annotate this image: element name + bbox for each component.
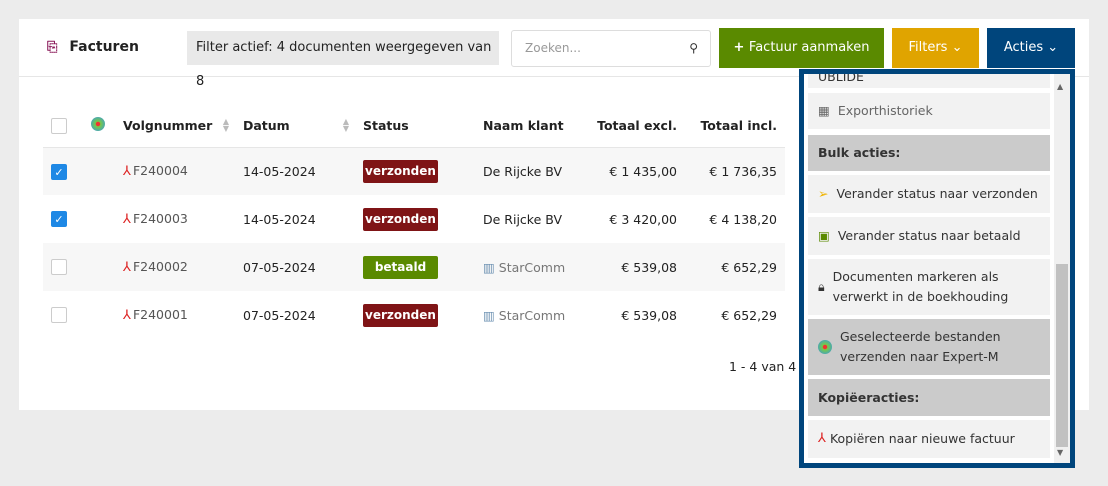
menu-item-mark-processed[interactable]: 🔒︎ Documenten markeren als verwerkt in de… [808,259,1050,315]
client-name: StarComm [498,307,566,323]
status-badge: betaald [363,255,438,279]
status-badge: verzonden [363,159,438,183]
sort-icon: ▲ ▼ [342,117,349,133]
total-excl: € 1 435,00 [581,147,685,195]
search-icon: ⚲ [689,41,698,55]
search-placeholder: Zoeken... [525,41,581,55]
col-incl[interactable]: Totaal incl. [685,105,785,148]
invoice-date: 14-05-2024 [243,211,316,227]
filters-label: Filters [908,40,948,55]
pdf-icon: ⅄ [123,260,131,275]
invoice-date: 14-05-2024 [235,147,355,195]
pdf-icon: ⅄ [123,308,131,323]
actions-dropdown: UBLIDE ▦ Exporthistoriek Bulk acties: ➢ Ve… [799,69,1075,468]
total-excl: € 539,08 [581,243,685,291]
pagination-info: 1 - 4 van 4 ri [729,359,809,374]
building-icon: ▥ [483,259,495,275]
chevron-down-icon: ⌄ [951,40,963,55]
table-row[interactable]: ✓ ⅄ F240003 14-05-2024 verzonden De Rijck… [43,195,785,243]
search-input[interactable]: Zoeken... ⚲ [511,30,711,67]
copy-actions-header: Kopiëeracties: [808,379,1050,416]
total-excl: € 3 420,00 [609,211,677,227]
actions-label: Acties [1003,40,1044,55]
client-name: De Rijcke BV [483,163,562,179]
money-icon: ▣ [818,228,830,243]
invoice-date: 07-05-2024 [235,243,355,291]
pdf-icon: ⅄ [818,431,826,446]
invoice-number[interactable]: F240002 [132,259,188,274]
pdf-icon: ⅄ [123,212,131,227]
status-badge: verzonden [363,303,438,327]
lock-icon: 🔒︎ [818,279,825,294]
menu-item-export-history[interactable]: ▦ Exporthistoriek [808,93,1050,129]
create-invoice-button[interactable]: + Factuur aanmaken [719,28,884,68]
create-label: Factuur aanmaken [748,40,870,55]
status-badge: verzonden [363,207,438,231]
table-row[interactable]: ⅄ F240002 07-05-2024 betaald ▥ StarComm €… [43,243,785,291]
menu-item-copy-invoice[interactable]: ⅄ Kopiëren naar nieuwe factuur [808,420,1050,458]
sort-icon: ▲ ▼ [222,117,229,133]
title-text: Facturen [69,39,139,55]
actions-button[interactable]: Acties ⌄ [987,28,1075,68]
page-title: ⎘ Facturen [47,39,139,55]
menu-item-set-paid[interactable]: ▣ Verander status naar betaald [808,217,1050,255]
filters-button[interactable]: Filters ⌄ [892,28,979,68]
invoice-number[interactable]: F240004 [132,163,188,179]
col-date[interactable]: Datum ▲ ▼ [235,105,355,148]
invoice-date: 07-05-2024 [243,307,316,323]
menu-item-send-expertm[interactable]: Geselecteerde bestanden verzenden naar E… [808,319,1050,375]
col-status[interactable]: Status [355,105,475,148]
filter-status: Filter actief: 4 documenten weergegeven … [187,31,499,89]
expert-m-icon [818,340,832,354]
total-excl: € 539,08 [621,307,677,323]
row-checkbox[interactable]: ✓ [51,211,67,228]
col-number[interactable]: Volgnummer ▲ ▼ [115,105,235,148]
invoices-table: Volgnummer ▲ ▼ Datum ▲ ▼ Status Naam klant T… [43,105,785,339]
pdf-icon: ⎘ [47,39,58,55]
table-row[interactable]: ✓ ⅄ F240004 14-05-2024 verzonden De Rijck… [43,147,785,195]
paper-plane-icon: ➢ [818,186,829,201]
building-icon: ▥ [483,307,495,323]
plus-icon: + [733,40,749,55]
total-incl: € 652,29 [685,243,785,291]
row-checkbox[interactable] [51,259,67,276]
table-row[interactable]: ⅄ F240001 07-05-2024 verzonden ▥ StarComm… [43,291,785,339]
client-name: De Rijcke BV [483,211,562,227]
header: ⎘ Facturen Filter actief: 4 documenten we… [19,19,1089,89]
total-incl: € 652,29 [721,307,777,323]
scrollbar-thumb[interactable] [1056,264,1068,447]
menu-item-clipped[interactable]: UBLIDE [808,74,1050,88]
menu-item-set-sent[interactable]: ➢ Verander status naar verzonden [808,175,1050,213]
total-incl: € 1 736,35 [685,147,785,195]
invoice-number[interactable]: F240001 [132,307,188,322]
table-icon: ▦ [818,103,830,118]
scrollbar[interactable]: ▲ ▼ [1054,74,1070,463]
total-incl: € 4 138,20 [709,211,777,227]
col-excl[interactable]: Totaal excl. [581,105,685,148]
invoice-number[interactable]: F240003 [132,211,188,226]
bulk-actions-header: Bulk acties: [808,135,1050,171]
select-all-checkbox[interactable] [51,118,67,134]
col-client[interactable]: Naam klant [475,105,581,148]
client-name: StarComm [498,259,566,275]
row-checkbox[interactable]: ✓ [51,163,67,180]
row-checkbox[interactable] [51,307,67,324]
pdf-icon: ⅄ [123,164,131,180]
expert-m-icon [91,117,105,132]
chevron-down-icon: ⌄ [1047,40,1059,55]
